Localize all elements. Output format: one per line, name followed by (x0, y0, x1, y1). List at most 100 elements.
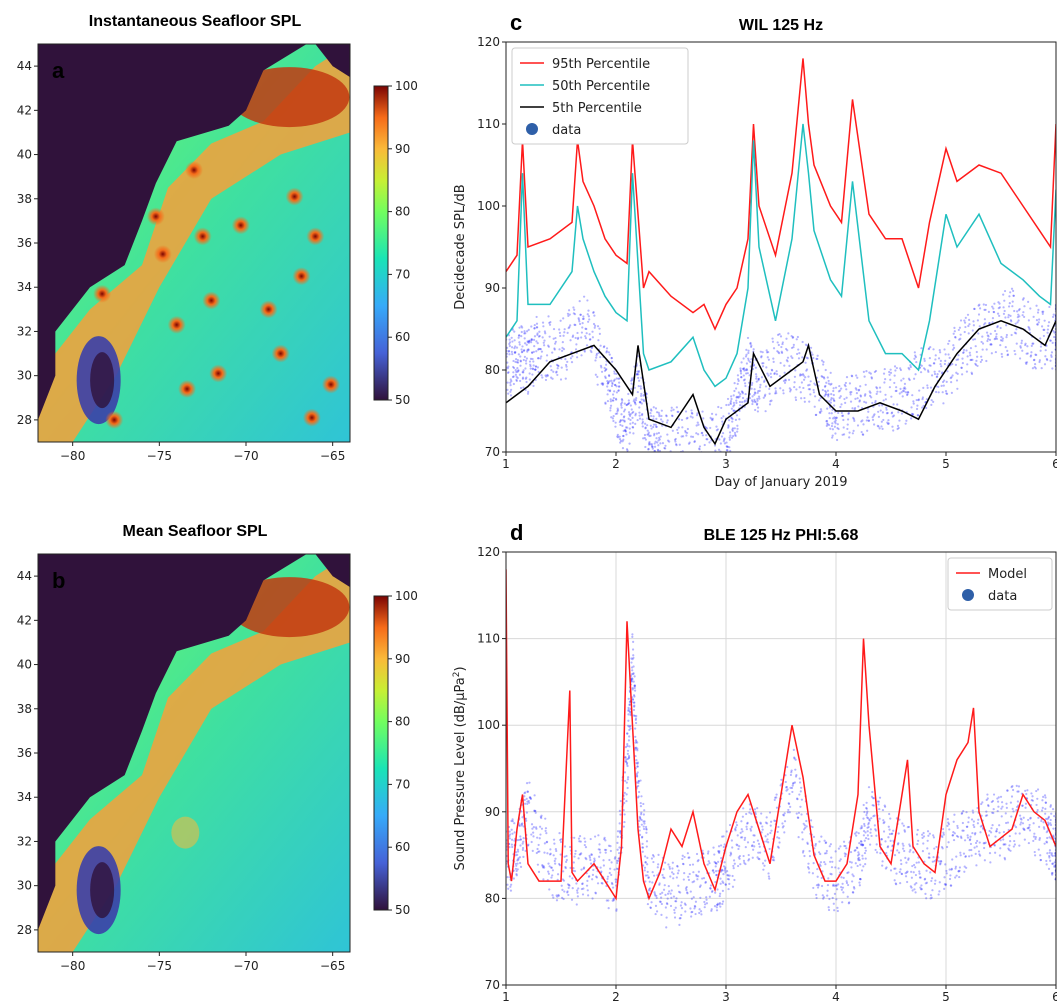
scatter-point (957, 835, 960, 838)
scatter-point (572, 861, 575, 864)
scatter-point (626, 426, 629, 429)
scatter-point (585, 857, 588, 861)
scatter-point (982, 303, 985, 306)
x-tick-label: 1 (502, 457, 510, 471)
scatter-point (630, 408, 633, 411)
scatter-point (639, 400, 642, 404)
scatter-point (914, 373, 917, 376)
scatter-point (998, 831, 1001, 834)
scatter-point (652, 406, 655, 409)
scatter-point (975, 359, 978, 362)
scatter-point (718, 851, 721, 854)
scatter-point (1026, 789, 1029, 792)
scatter-point (866, 834, 869, 837)
scatter-point (814, 844, 817, 847)
scatter-point (571, 335, 574, 338)
scatter-point (838, 396, 841, 399)
scatter-point (1039, 349, 1042, 352)
scatter-point (816, 886, 820, 889)
scatter-point (922, 386, 925, 389)
scatter-point (672, 877, 675, 880)
legend-label: Model (988, 567, 1027, 582)
scatter-point (862, 865, 865, 868)
scatter-point (786, 811, 790, 814)
scatter-point (941, 391, 944, 394)
scatter-point (635, 775, 639, 778)
scatter-point (604, 851, 607, 854)
scatter-point (1041, 799, 1044, 802)
scatter-point (948, 356, 951, 359)
scatter-point (1038, 836, 1041, 840)
scatter-point (988, 338, 992, 341)
scatter-point (614, 425, 617, 428)
scatter-point (899, 387, 902, 390)
scatter-point (750, 383, 753, 386)
scatter-point (517, 838, 520, 842)
scatter-point (994, 329, 997, 333)
scatter-point (927, 370, 930, 373)
scatter-point (990, 352, 993, 355)
scatter-point (804, 376, 807, 379)
scatter-point (769, 831, 772, 835)
scatter-point (622, 434, 625, 438)
scatter-point (750, 812, 753, 815)
scatter-point (637, 370, 641, 373)
scatter-point (961, 357, 964, 360)
scatter-point (506, 346, 509, 349)
scatter-point (581, 317, 585, 321)
scatter-point (525, 376, 528, 379)
scatter-point (834, 386, 838, 389)
scatter-point (972, 324, 975, 327)
scatter-point (591, 873, 594, 876)
scatter-point (697, 870, 700, 873)
legend-label: 50th Percentile (552, 79, 650, 94)
scatter-point (929, 894, 933, 897)
scatter-point (620, 406, 623, 409)
scatter-point (803, 378, 806, 381)
scatter-point (582, 317, 585, 320)
scatter-point (703, 900, 706, 904)
scatter-point (740, 828, 743, 831)
scatter-point (760, 376, 764, 379)
scatter-point (699, 896, 702, 899)
scatter-point (808, 855, 812, 858)
scatter-point (966, 355, 969, 358)
scatter-point (540, 355, 543, 358)
scatter-point (606, 875, 610, 878)
scatter-point (973, 338, 977, 341)
scatter-point (744, 369, 747, 372)
scatter-point (952, 346, 956, 349)
scatter-point (1018, 308, 1021, 311)
scatter-point (779, 387, 782, 390)
scatter-point (870, 817, 873, 820)
land-mass (38, 44, 307, 420)
scatter-point (860, 869, 864, 872)
scatter-point (841, 886, 845, 889)
scatter-point (812, 886, 815, 890)
scatter-point (600, 366, 603, 369)
scatter-point (530, 339, 533, 342)
scatter-point (920, 888, 923, 891)
scatter-point (839, 395, 842, 398)
scatter-point (866, 830, 869, 833)
scatter-point (891, 415, 894, 418)
x-tick-label: 2 (612, 990, 620, 1004)
scatter-point (514, 862, 517, 866)
scatter-point (719, 877, 722, 880)
scatter-point (620, 398, 623, 401)
scatter-point (719, 905, 722, 908)
scatter-point (764, 393, 767, 396)
scatter-point (581, 882, 584, 885)
scatter-point (728, 419, 731, 422)
scatter-point (815, 896, 818, 900)
scatter-point (858, 400, 861, 403)
scatter-point (817, 380, 820, 383)
scatter-point (657, 411, 660, 414)
scatter-point (943, 883, 946, 886)
scatter-point (710, 908, 713, 911)
scatter-point (1004, 812, 1007, 815)
scatter-point (945, 869, 948, 873)
scatter-point (615, 391, 619, 394)
scatter-point (744, 392, 747, 396)
